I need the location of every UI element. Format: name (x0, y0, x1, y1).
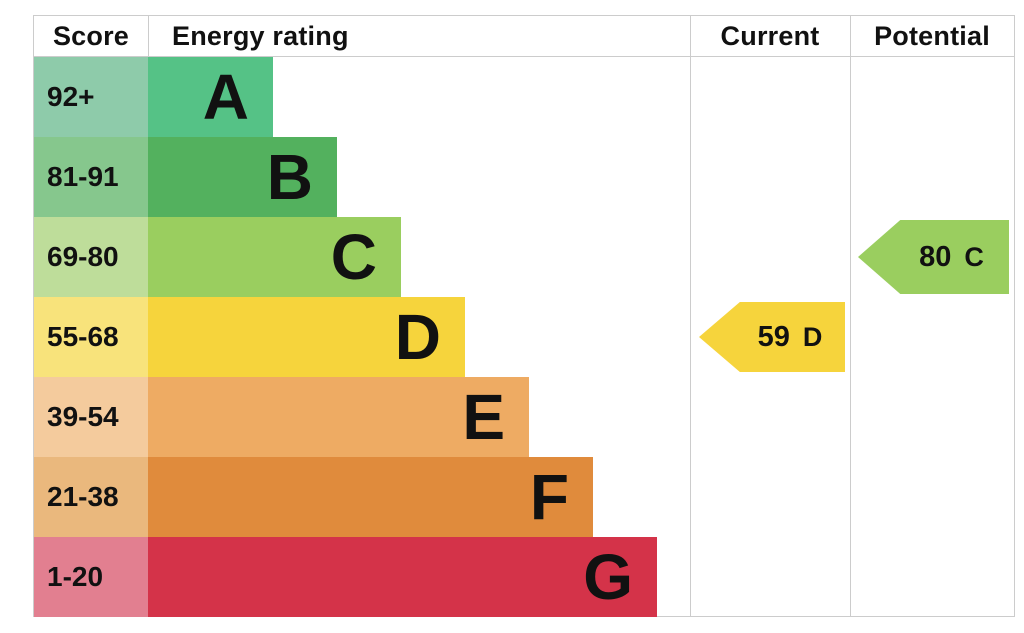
current-grade: D (802, 321, 823, 352)
header-energy-rating: Energy rating (148, 16, 690, 56)
score-range-E: 39-54 (34, 377, 148, 457)
score-range-F: 21-38 (34, 457, 148, 537)
band-row-E: 39-54 E (34, 377, 1014, 457)
grade-letter-B: B (266, 141, 313, 213)
grade-letter-A: A (202, 61, 249, 133)
band-row-G: 1-20 G (34, 537, 1014, 617)
current-column-divider (690, 16, 691, 616)
rating-bar-F: F (148, 457, 593, 537)
rating-bar-D: D (148, 297, 465, 377)
potential-column-divider (850, 16, 851, 616)
rating-bar-A: A (148, 57, 273, 137)
header-current: Current (720, 20, 820, 51)
score-range-D: 55-68 (34, 297, 148, 377)
current-score: 59 (757, 320, 790, 353)
score-range-C: 69-80 (34, 217, 148, 297)
band-row-F: 21-38 F (34, 457, 1014, 537)
header-potential: Potential (874, 20, 990, 51)
rating-bar-B: B (148, 137, 337, 217)
band-row-D: 55-68 D (34, 297, 1014, 377)
rating-bar-C: C (148, 217, 401, 297)
band-row-B: 81-91 B (34, 137, 1014, 217)
score-range-B: 81-91 (34, 137, 148, 217)
potential-score: 80 (919, 240, 952, 273)
rating-bar-G: G (148, 537, 657, 617)
band-row-C: 69-80 C (34, 217, 1014, 297)
potential-grade: C (964, 241, 984, 272)
table-header: Score Energy rating Current Potential (34, 16, 1014, 57)
grade-letter-C: C (330, 221, 377, 293)
header-score: Score (52, 20, 130, 51)
score-range-G: 1-20 (34, 537, 148, 617)
score-range-A: 92+ (34, 57, 148, 137)
rating-bar-E: E (148, 377, 529, 457)
band-row-A: 92+ A (34, 57, 1014, 137)
rating-table: Score Energy rating Current Potential 92… (33, 15, 1015, 617)
grade-letter-D: D (394, 301, 441, 373)
grade-letter-F: F (529, 461, 569, 533)
grade-letter-E: E (462, 381, 505, 453)
grade-letter-G: G (583, 541, 633, 613)
rating-rows: 92+ A 81-91 B 69-80 C 55-68 D 39-54 E 21-38 F 1-20 G (34, 57, 1014, 617)
